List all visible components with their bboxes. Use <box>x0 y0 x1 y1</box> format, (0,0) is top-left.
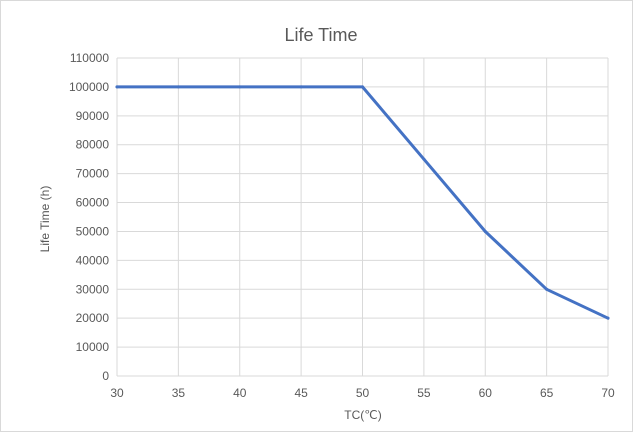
data-point <box>422 157 426 161</box>
data-point <box>545 287 549 291</box>
y-tick-label: 110000 <box>70 51 109 65</box>
x-tick-label: 70 <box>601 386 615 400</box>
data-point <box>483 229 487 233</box>
y-tick-label: 100000 <box>69 80 109 94</box>
x-tick-label: 65 <box>540 386 554 400</box>
x-tick-label: 50 <box>356 386 370 400</box>
tick-layer: 0 10000 20000 30000 40000 50000 60000 70000 8000… <box>69 51 615 400</box>
x-tick-label: 40 <box>233 386 247 400</box>
grid-layer <box>116 57 609 377</box>
y-tick-label: 20000 <box>76 311 110 325</box>
y-tick-label: 70000 <box>76 167 110 181</box>
data-point <box>299 85 303 89</box>
data-point <box>115 85 119 89</box>
y-tick-label: 30000 <box>76 282 110 296</box>
y-tick-label: 10000 <box>76 340 110 354</box>
data-point <box>361 85 364 89</box>
y-tick-label: 40000 <box>76 253 110 267</box>
data-point <box>176 85 180 89</box>
y-tick-label: 50000 <box>76 224 110 238</box>
series-layer <box>115 85 610 320</box>
x-tick-label: 35 <box>172 386 186 400</box>
y-tick-label: 80000 <box>76 138 110 152</box>
data-point <box>238 85 242 89</box>
x-tick-label: 60 <box>479 386 493 400</box>
y-tick-label: 90000 <box>76 109 110 123</box>
y-axis-label: Life Time (h) <box>38 186 52 253</box>
x-tick-label: 55 <box>417 386 431 400</box>
x-tick-label: 45 <box>294 386 308 400</box>
chart-title: Life Time <box>284 25 357 45</box>
y-tick-label: 0 <box>102 369 109 383</box>
data-point <box>606 316 610 320</box>
y-tick-label: 60000 <box>76 196 110 210</box>
x-axis-label: TC(℃) <box>344 408 381 422</box>
x-tick-label: 30 <box>110 386 124 400</box>
